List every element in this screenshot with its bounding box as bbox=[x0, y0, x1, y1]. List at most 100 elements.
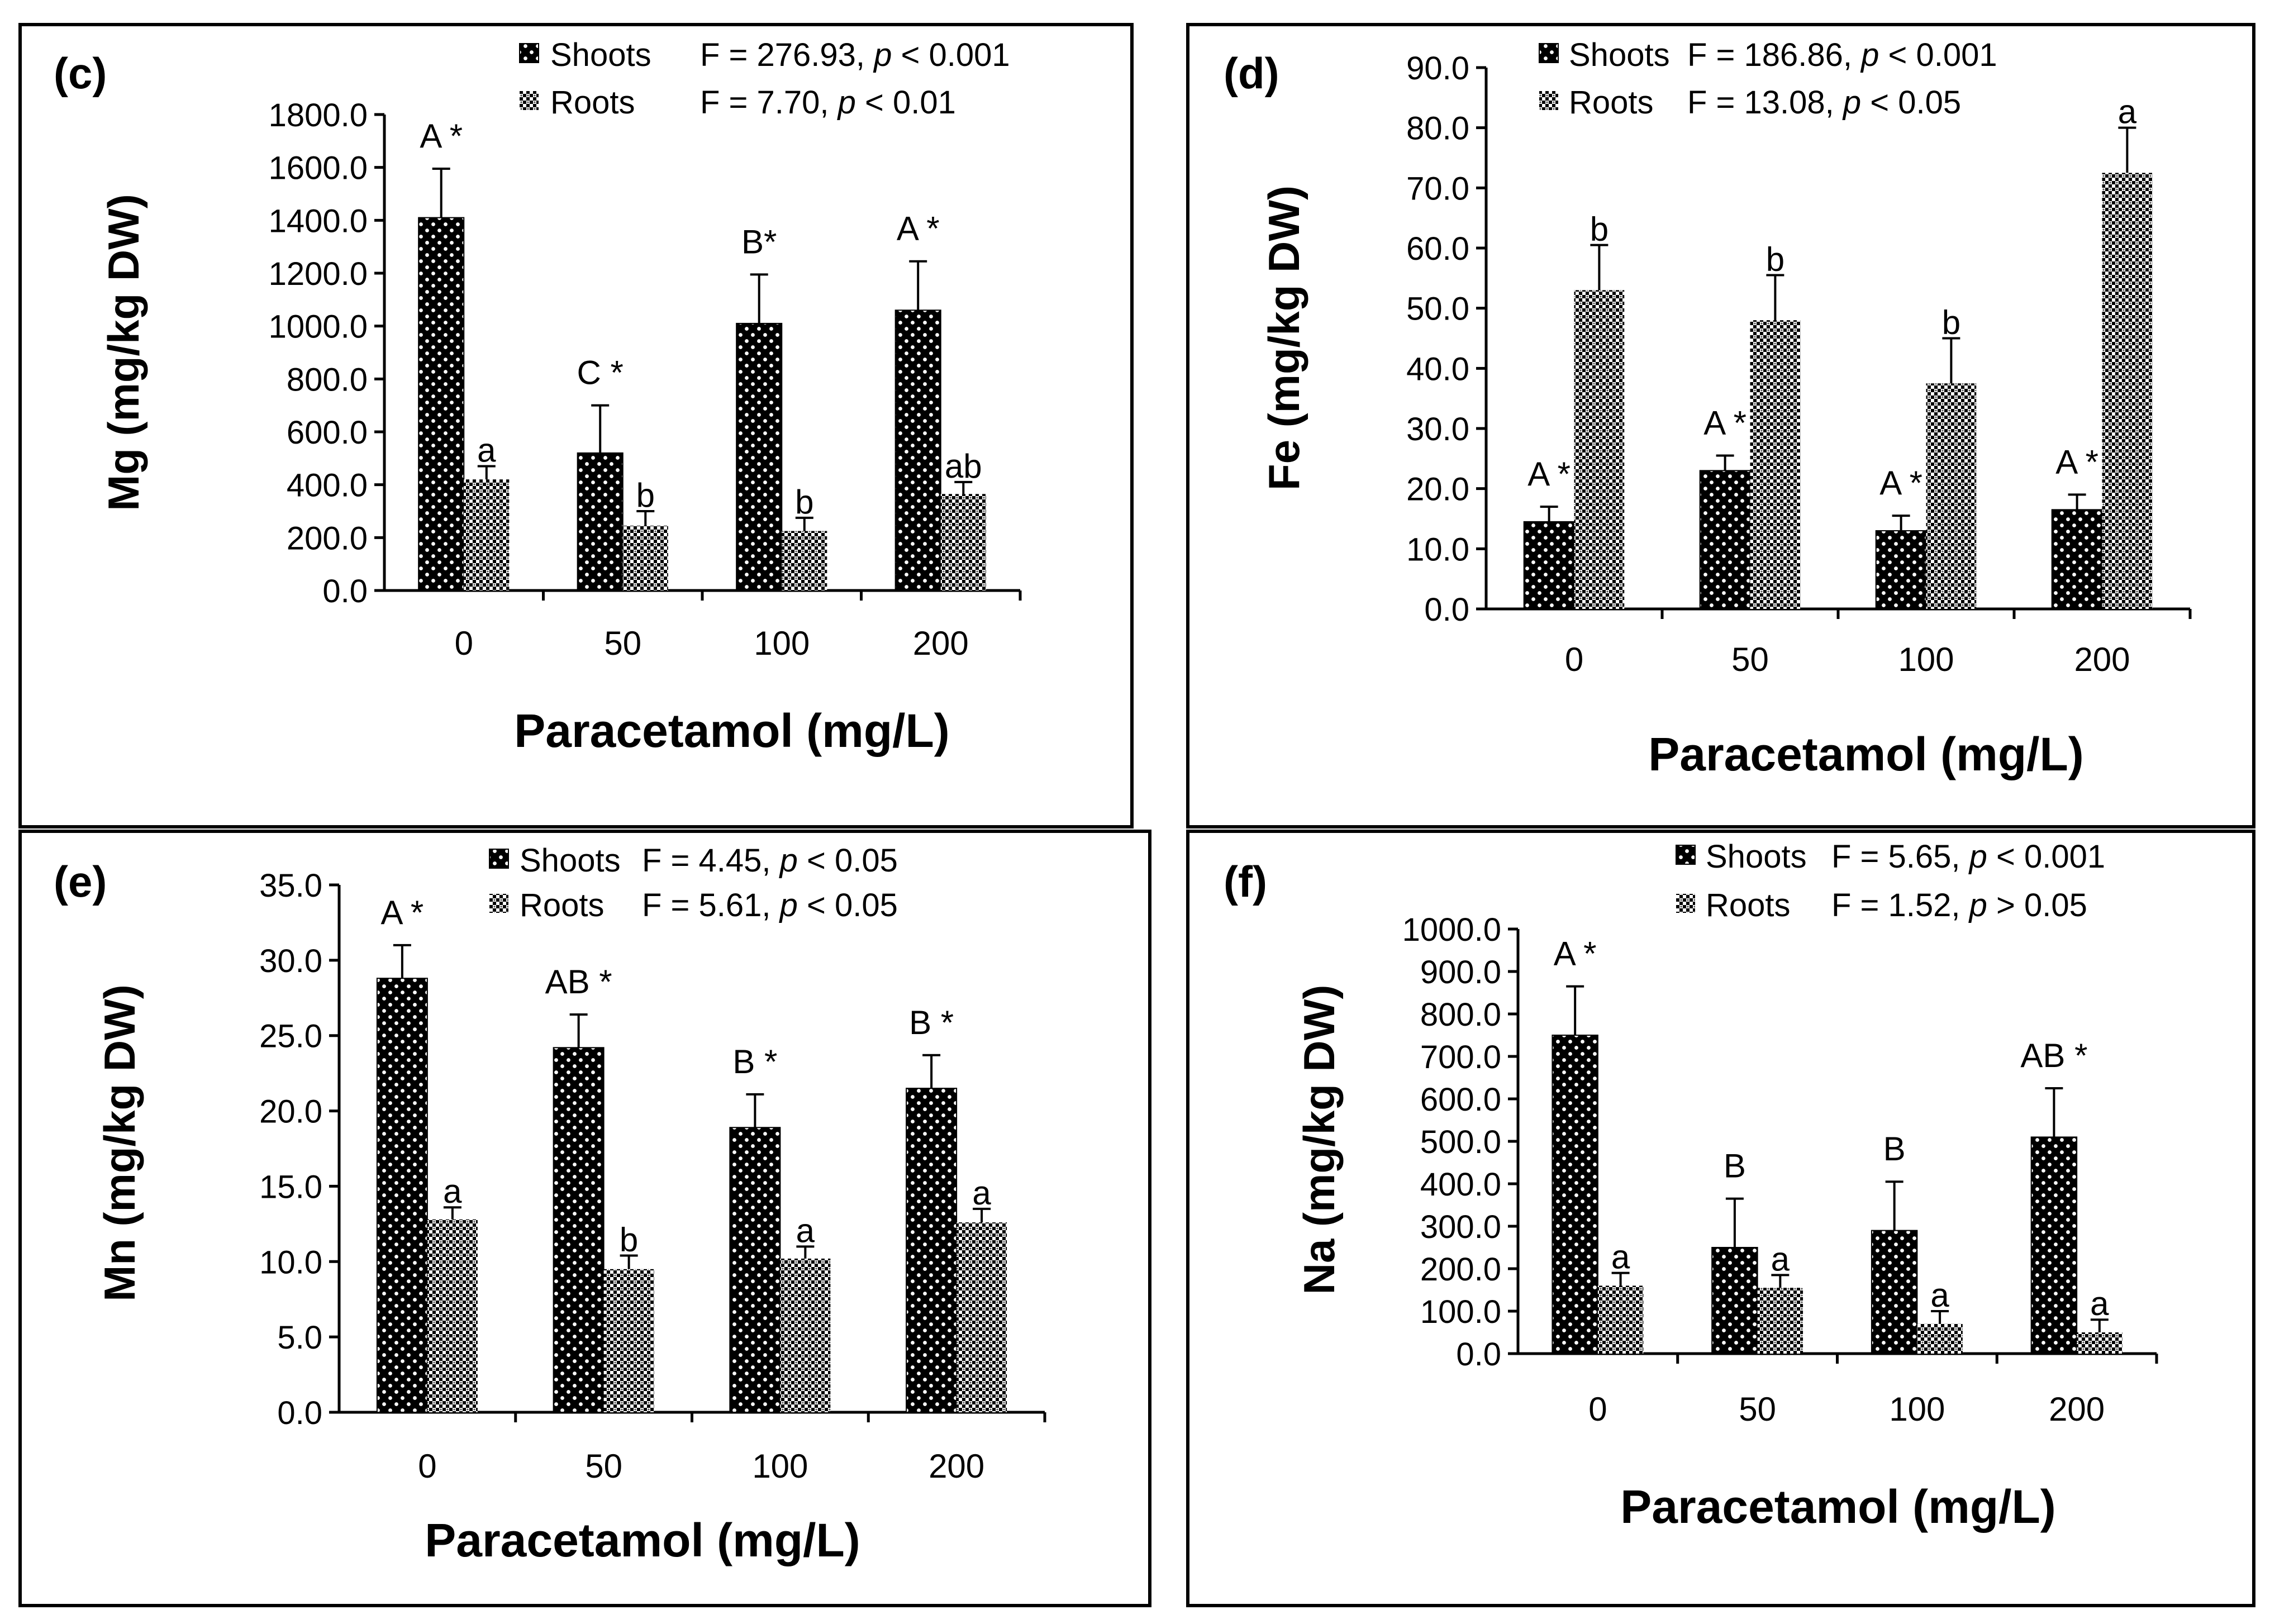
legend-statistic: F = 13.08, p < 0.05 bbox=[1687, 84, 1961, 121]
panel-frame bbox=[1186, 23, 2255, 828]
shoots-legend-swatch bbox=[519, 43, 539, 63]
roots-bar bbox=[1574, 290, 1625, 609]
y-tick-label: 1800.0 bbox=[269, 97, 368, 134]
roots-bar bbox=[2102, 173, 2153, 609]
y-tick-label: 40.0 bbox=[1406, 351, 1469, 387]
roots-significance-label: a bbox=[2118, 93, 2137, 131]
panel-label: (e) bbox=[54, 857, 107, 906]
y-tick-label: 20.0 bbox=[259, 1094, 322, 1130]
panel-frame bbox=[18, 23, 1134, 828]
y-tick-label: 30.0 bbox=[259, 943, 322, 979]
legend-statistic: F = 5.65, p < 0.001 bbox=[1831, 839, 2105, 875]
y-tick-label: 0.0 bbox=[277, 1395, 322, 1431]
y-tick-label: 50.0 bbox=[1406, 291, 1469, 327]
roots-bar bbox=[622, 526, 668, 590]
legend-label-shoots: Shoots bbox=[550, 37, 651, 73]
roots-bar bbox=[1926, 383, 1977, 609]
legend-label-roots: Roots bbox=[520, 887, 605, 923]
x-tick-label: 200 bbox=[913, 625, 969, 662]
panel-frame bbox=[1186, 830, 2255, 1607]
shoots-significance-label: B bbox=[1724, 1147, 1746, 1185]
shoots-legend-swatch bbox=[1539, 43, 1559, 63]
y-tick-label: 10.0 bbox=[1406, 531, 1469, 568]
y-axis-title: Na (mg/kg DW) bbox=[1295, 985, 1344, 1295]
y-tick-label: 25.0 bbox=[259, 1018, 322, 1055]
y-axis-title: Mg (mg/kg DW) bbox=[99, 194, 148, 511]
legend-label-roots: Roots bbox=[1569, 84, 1654, 121]
y-tick-label: 200.0 bbox=[287, 520, 368, 556]
statistic-p-symbol: p bbox=[779, 887, 798, 923]
shoots-significance-label: AB * bbox=[2020, 1037, 2087, 1074]
x-tick-label: 50 bbox=[1731, 641, 1769, 678]
chart-panel-c: (c) 0.0 200.0 400.0 600.0 800.0 1000.0 1200.0 14… bbox=[18, 23, 1134, 828]
chart-panels: (c)0.0200.0400.0600.0800.01000.01200.014… bbox=[18, 23, 2255, 1607]
y-tick-label: 0.0 bbox=[1424, 592, 1469, 628]
shoots-bar bbox=[729, 1127, 781, 1413]
x-axis-title: Paracetamol (mg/L) bbox=[1648, 728, 2084, 780]
y-tick-label: 200.0 bbox=[1420, 1251, 1501, 1288]
x-tick-label: 200 bbox=[929, 1447, 984, 1485]
x-tick-label: 100 bbox=[1889, 1390, 1945, 1428]
y-tick-label: 600.0 bbox=[287, 415, 368, 451]
x-axis-title: Paracetamol (mg/L) bbox=[514, 704, 950, 757]
shoots-significance-label: AB * bbox=[545, 963, 612, 1001]
roots-significance-label: b bbox=[620, 1221, 638, 1258]
x-tick-label: 100 bbox=[752, 1447, 808, 1485]
y-tick-label: 800.0 bbox=[287, 361, 368, 398]
shoots-significance-label: B * bbox=[909, 1004, 954, 1041]
y-tick-label: 900.0 bbox=[1420, 954, 1501, 990]
roots-significance-label: ab bbox=[945, 447, 982, 485]
statistic-p-symbol: p bbox=[779, 842, 798, 879]
y-tick-label: 0.0 bbox=[322, 573, 368, 609]
roots-legend-swatch bbox=[1676, 894, 1695, 913]
shoots-significance-label: A * bbox=[897, 210, 940, 247]
y-tick-label: 100.0 bbox=[1420, 1294, 1501, 1330]
statistic-p-value: < 0.05 bbox=[1861, 84, 1961, 121]
statistic-p-symbol: p bbox=[873, 37, 892, 73]
y-tick-label: 400.0 bbox=[287, 468, 368, 504]
y-tick-label: 35.0 bbox=[259, 868, 322, 904]
shoots-significance-label: A * bbox=[1879, 464, 1922, 502]
statistic-f-value: F = 13.08, bbox=[1687, 84, 1843, 121]
legend-statistic: F = 186.86, p < 0.001 bbox=[1687, 37, 1997, 73]
roots-legend-swatch bbox=[489, 894, 508, 913]
statistic-f-value: F = 5.61, bbox=[642, 887, 780, 923]
roots-significance-label: b bbox=[636, 477, 655, 514]
y-tick-label: 0.0 bbox=[1456, 1336, 1501, 1373]
statistic-p-value: < 0.01 bbox=[856, 84, 956, 121]
y-tick-label: 30.0 bbox=[1406, 411, 1469, 447]
y-tick-label: 10.0 bbox=[259, 1244, 322, 1280]
x-tick-label: 200 bbox=[2049, 1390, 2105, 1428]
roots-bar bbox=[780, 1258, 831, 1412]
y-tick-label: 60.0 bbox=[1406, 231, 1469, 267]
roots-significance-label: a bbox=[443, 1173, 462, 1210]
shoots-significance-label: A * bbox=[2055, 443, 2098, 480]
shoots-significance-label: A * bbox=[1554, 935, 1597, 973]
legend-label-shoots: Shoots bbox=[1569, 37, 1670, 73]
legend-label-roots: Roots bbox=[1706, 887, 1791, 923]
x-tick-label: 0 bbox=[455, 625, 473, 662]
y-tick-label: 1600.0 bbox=[269, 150, 368, 187]
roots-significance-label: a bbox=[2090, 1285, 2109, 1322]
x-tick-label: 0 bbox=[1588, 1390, 1607, 1428]
statistic-p-value: < 0.05 bbox=[798, 887, 898, 923]
shoots-legend-swatch bbox=[1676, 845, 1696, 865]
statistic-f-value: F = 7.70, bbox=[700, 84, 838, 121]
roots-bar bbox=[1757, 1288, 1803, 1354]
shoots-significance-label: A * bbox=[1703, 404, 1746, 441]
shoots-significance-label: B * bbox=[732, 1043, 777, 1080]
chart-panel-d: (d) 0.0 10.0 20.0 30.0 40.0 50.0 60.0 70.0 80.0 90… bbox=[1186, 23, 2255, 828]
roots-bar bbox=[1597, 1285, 1644, 1354]
shoots-significance-label: C * bbox=[577, 354, 624, 392]
y-tick-label: 80.0 bbox=[1406, 111, 1469, 147]
y-axis-title: Mn (mg/kg DW) bbox=[95, 984, 144, 1302]
legend-statistic: F = 4.45, p < 0.05 bbox=[642, 842, 898, 879]
statistic-f-value: F = 4.45, bbox=[642, 842, 780, 879]
x-axis-title: Paracetamol (mg/L) bbox=[1620, 1480, 2056, 1533]
x-tick-label: 50 bbox=[604, 625, 641, 662]
legend-label-shoots: Shoots bbox=[1706, 839, 1807, 875]
chart-panel-f: (f) 0.0 100.0 200.0 300.0 400.0 500.0 600.0 700.… bbox=[1186, 830, 2255, 1607]
shoots-bar bbox=[1875, 530, 1927, 609]
roots-bar bbox=[427, 1219, 478, 1412]
